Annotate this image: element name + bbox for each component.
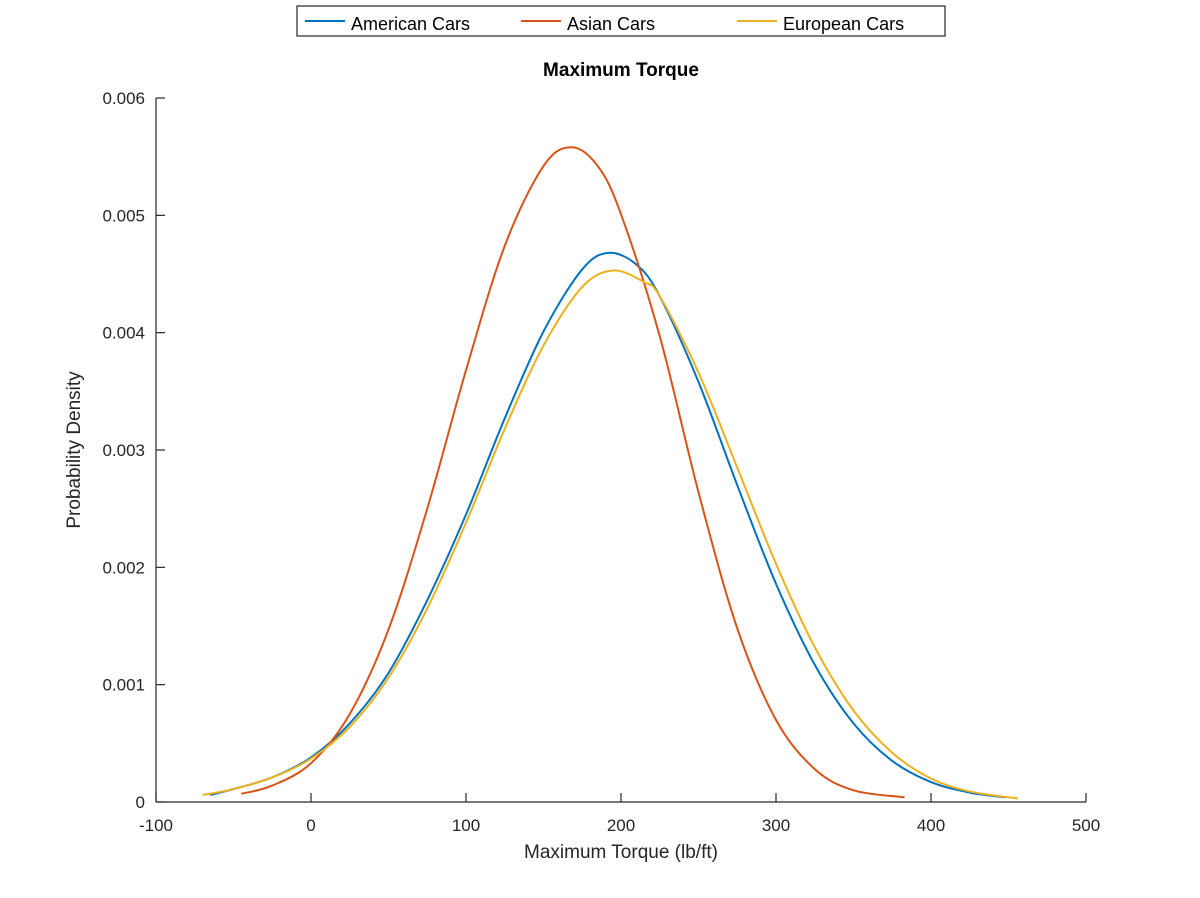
legend: American Cars Asian Cars European Cars <box>296 5 946 37</box>
legend-label-american: American Cars <box>351 14 470 34</box>
chart-title: Maximum Torque <box>543 60 699 81</box>
y-tick-label: 0.001 <box>102 676 145 695</box>
axes: -100 0 100 200 300 400 500 0 0.001 0.002 0.003 0.0… <box>102 89 1100 835</box>
y-ticks: 0 0.001 0.002 0.003 0.004 0.005 0.006 <box>102 89 165 812</box>
x-ticks: -100 0 100 200 300 400 500 <box>139 793 1100 835</box>
x-tick-label: 400 <box>917 816 945 835</box>
y-tick-label: 0.006 <box>102 89 145 108</box>
x-tick-label: 0 <box>306 816 315 835</box>
y-tick-label: 0.003 <box>102 441 145 460</box>
y-tick-label: 0.004 <box>102 324 145 343</box>
series-line-european <box>202 269 1018 800</box>
legend-box <box>296 5 946 37</box>
legend-label-european: European Cars <box>783 14 904 34</box>
x-axis-label: Maximum Torque (lb/ft) <box>524 842 718 863</box>
x-tick-label: -100 <box>139 816 173 835</box>
series-line-asian <box>240 146 905 799</box>
y-tick-label: 0 <box>136 793 145 812</box>
y-axis-label: Probability Density <box>64 371 85 529</box>
legend-label-asian: Asian Cars <box>567 14 655 34</box>
y-tick-label: 0.005 <box>102 206 145 225</box>
x-tick-label: 300 <box>762 816 790 835</box>
y-tick-label: 0.002 <box>102 558 145 577</box>
x-tick-label: 200 <box>607 816 635 835</box>
series-line-american <box>210 251 1006 799</box>
x-tick-label: 100 <box>452 816 480 835</box>
x-tick-label: 500 <box>1072 816 1100 835</box>
series-layer <box>202 146 1018 800</box>
